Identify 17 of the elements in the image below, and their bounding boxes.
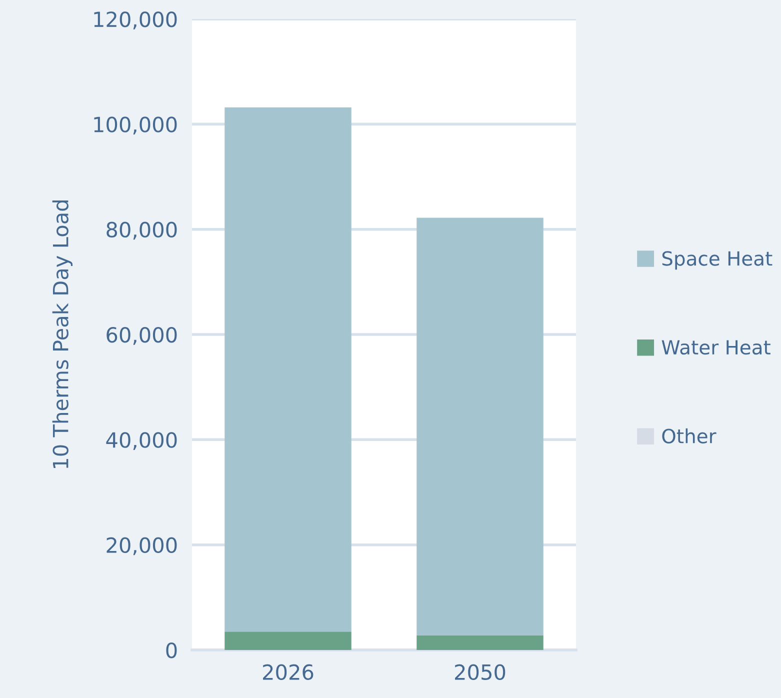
y-tick-label: 80,000 [106, 222, 177, 240]
x-tick-label: 2026 [263, 664, 314, 680]
y-tick-label: 20,000 [106, 537, 177, 556]
y-axis-title: 10 Therms Peak Day Load [52, 200, 73, 468]
y-tick-label: 60,000 [106, 326, 177, 345]
y-tick-label: 120,000 [94, 11, 177, 30]
y-tick-label: 40,000 [106, 432, 177, 450]
legend-label: Other [662, 428, 716, 444]
bar [224, 107, 352, 632]
bar [224, 632, 352, 650]
x-tick-label: 2050 [455, 664, 506, 680]
bar [416, 218, 544, 636]
bar [416, 635, 544, 650]
y-tick-label: 0 [166, 642, 177, 658]
y-tick-label: 100,000 [94, 116, 177, 135]
legend-label: Water Heat [662, 340, 770, 355]
legend-label: Space Heat [662, 251, 772, 270]
